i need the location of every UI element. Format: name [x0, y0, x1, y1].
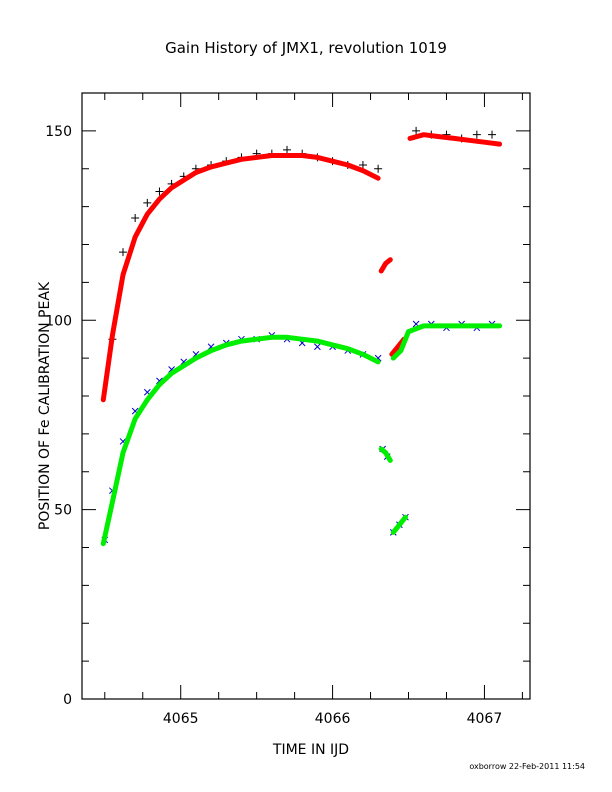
- y-axis-label: POSITION OF Fe CALIBRATION PEAK: [37, 281, 53, 530]
- fit-curve-1: [100, 153, 381, 403]
- x-tick-label: 4066: [315, 711, 351, 727]
- fit-curve-7: [378, 446, 393, 463]
- plus-point: [283, 145, 292, 154]
- x-axis-label: TIME IN IJD: [272, 742, 349, 758]
- fit-curve-9: [390, 323, 503, 361]
- y-tick-label: 0: [63, 692, 72, 708]
- fit-curve-4: [407, 132, 503, 147]
- plus-point: [488, 130, 497, 139]
- plus-point: [119, 248, 128, 257]
- plus-point: [472, 130, 481, 139]
- footer-credit: oxborrow 22-Feb-2011 11:54: [469, 762, 585, 771]
- fit-curve-6: [100, 334, 381, 547]
- axes-layer: 4065 4066 4067 0 50 100 150: [45, 93, 530, 727]
- plus-point: [131, 213, 140, 222]
- data-layer: [100, 126, 503, 547]
- y-tick-label: 100: [45, 313, 72, 329]
- y-tick-label: 50: [54, 503, 72, 519]
- fit-curve-8: [390, 514, 408, 535]
- plus-point: [358, 160, 367, 169]
- plot-area: 4065 4066 4067 0 50 100 150: [45, 92, 531, 727]
- x-tick-label: 4065: [163, 711, 199, 727]
- plus-point: [155, 187, 164, 196]
- chart-title: Gain History of JMX1, revolution 1019: [165, 39, 447, 57]
- cross-point: [314, 343, 321, 351]
- x-tick-label: 4067: [467, 711, 503, 727]
- plus-point: [143, 198, 152, 207]
- plus-point: [374, 164, 383, 173]
- plus-point: [412, 126, 421, 135]
- fit-curve-2: [378, 257, 393, 274]
- y-tick-label: 150: [45, 124, 72, 140]
